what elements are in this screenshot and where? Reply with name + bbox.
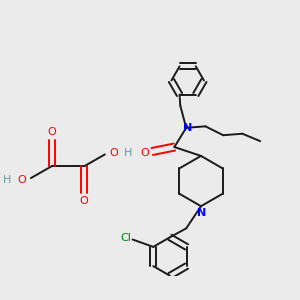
- Text: N: N: [197, 208, 206, 218]
- Text: Cl: Cl: [120, 233, 131, 243]
- Text: O: O: [109, 148, 118, 158]
- Text: H: H: [3, 175, 12, 184]
- Text: O: O: [140, 148, 148, 158]
- Text: O: O: [80, 196, 88, 206]
- Text: O: O: [18, 175, 26, 184]
- Text: N: N: [183, 123, 192, 133]
- Text: O: O: [47, 127, 56, 137]
- Text: H: H: [124, 148, 133, 158]
